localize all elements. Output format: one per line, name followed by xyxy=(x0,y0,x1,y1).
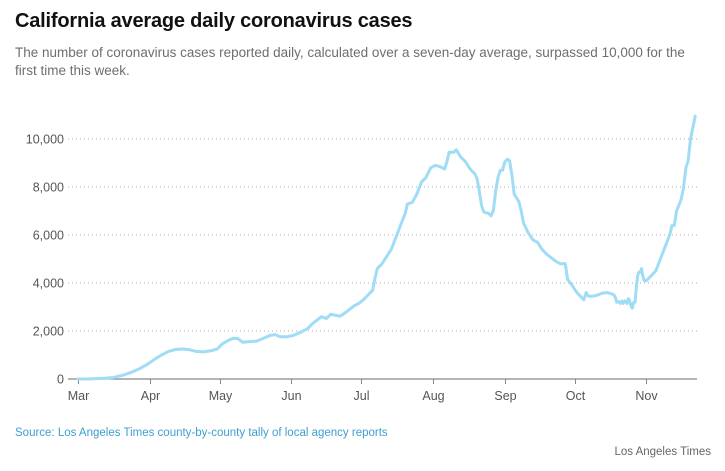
x-tick-label: Mar xyxy=(68,389,90,403)
y-tick-label: 10,000 xyxy=(26,133,64,147)
y-tick-label: 6,000 xyxy=(33,229,64,243)
x-tick-label: Apr xyxy=(141,389,160,403)
x-tick-label: Nov xyxy=(635,389,658,403)
series-line-daily-cases xyxy=(76,114,697,381)
x-tick-label: Oct xyxy=(566,389,586,403)
chart-title: California average daily coronavirus cas… xyxy=(15,10,413,32)
x-tick-label: Sep xyxy=(494,389,516,403)
x-tick-label: Jul xyxy=(354,389,370,403)
y-tick-label: 8,000 xyxy=(33,181,64,195)
credit-label: Los Angeles Times xyxy=(614,446,711,458)
y-tick-label: 2,000 xyxy=(33,325,64,339)
x-tick-label: Jun xyxy=(281,389,301,403)
x-tick-label: May xyxy=(209,389,233,403)
source-note: Source: Los Angeles Times county-by-coun… xyxy=(15,427,388,439)
y-axis: 0 2,000 4,000 6,000 8,000 10,000 xyxy=(26,133,64,387)
gridlines xyxy=(68,138,697,332)
chart-subtitle: The number of coronavirus cases reported… xyxy=(15,45,685,78)
series-layer xyxy=(76,114,697,381)
x-axis: Mar Apr May Jun Jul Aug Sep Oct Nov xyxy=(68,378,697,403)
x-tick-label: Aug xyxy=(422,389,444,403)
y-tick-label: 0 xyxy=(57,373,64,387)
y-tick-label: 4,000 xyxy=(33,277,64,291)
